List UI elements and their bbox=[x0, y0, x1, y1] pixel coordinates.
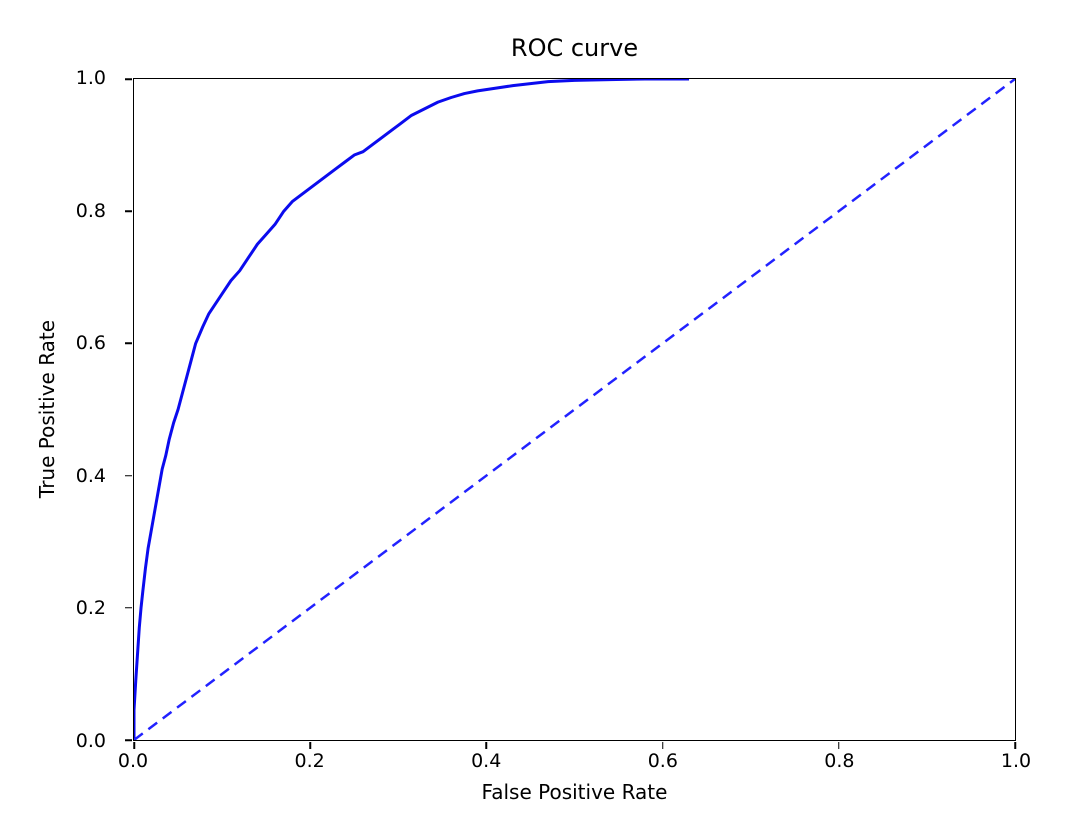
x-tick-mark bbox=[1014, 742, 1016, 749]
x-tick-mark bbox=[133, 742, 135, 749]
x-tick-label: 0.0 bbox=[117, 750, 149, 772]
x-tick-mark bbox=[661, 742, 664, 749]
chance-diagonal-line bbox=[134, 79, 1015, 740]
roc-curve-line bbox=[134, 79, 690, 740]
y-tick-mark bbox=[125, 474, 132, 477]
y-tick-label: 0.6 bbox=[75, 332, 106, 355]
y-tick-label: 0.0 bbox=[75, 730, 106, 752]
y-tick-label: 0.8 bbox=[75, 199, 106, 222]
x-axis-label: False Positive Rate bbox=[481, 780, 668, 804]
y-tick-label: 0.4 bbox=[75, 464, 106, 487]
plot-area bbox=[125, 78, 1016, 749]
y-tick-mark bbox=[125, 739, 132, 741]
x-tick-label: 0.6 bbox=[647, 750, 678, 772]
x-axis-tick-labels: 0.0 0.2 0.4 0.6 0.8 1.0 bbox=[118, 750, 1031, 774]
y-tick-mark bbox=[125, 607, 132, 609]
y-tick-label: 1.0 bbox=[75, 67, 106, 89]
x-tick-mark bbox=[838, 742, 840, 749]
chart-title: ROC curve bbox=[510, 34, 639, 62]
x-tick-label: 1.0 bbox=[1000, 750, 1032, 772]
plot-canvas bbox=[134, 79, 1015, 740]
y-tick-mark bbox=[125, 210, 132, 212]
x-tick-mark bbox=[309, 742, 311, 749]
y-tick-mark bbox=[125, 78, 132, 80]
x-tick-label: 0.4 bbox=[471, 750, 502, 772]
x-tick-mark bbox=[485, 742, 488, 749]
y-tick-mark bbox=[125, 342, 132, 345]
y-tick-label: 0.2 bbox=[75, 597, 106, 620]
x-tick-label: 0.8 bbox=[824, 750, 855, 772]
y-axis-label: True Positive Rate bbox=[35, 319, 59, 499]
x-tick-label: 0.2 bbox=[294, 750, 325, 772]
y-axis-tick-labels: 0.0 0.2 0.4 0.6 0.8 1.0 bbox=[0, 67, 120, 752]
